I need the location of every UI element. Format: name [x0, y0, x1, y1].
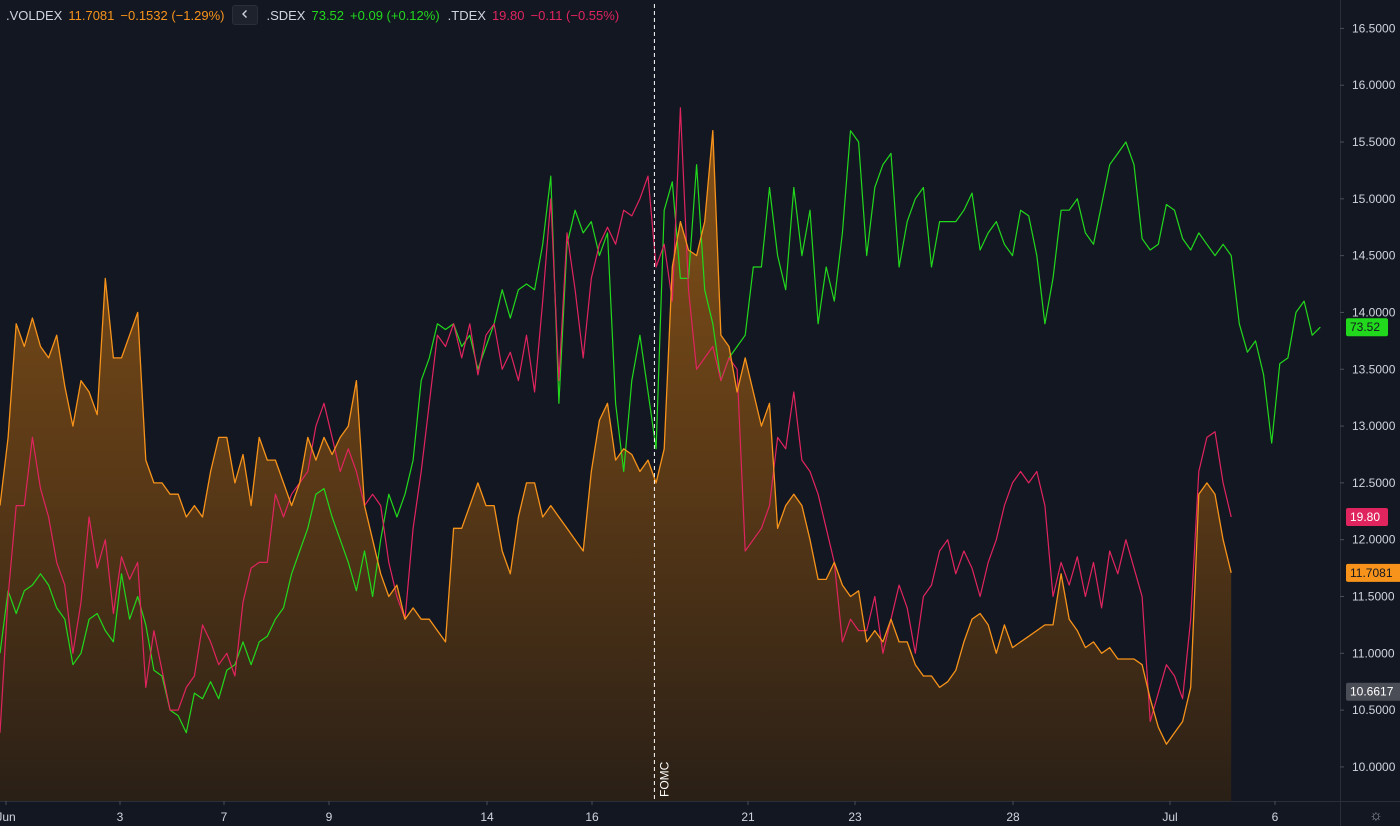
price-tick-label: 11.0000 — [1352, 646, 1395, 660]
series-lines-layer — [0, 107, 1321, 745]
legend-symbol: .VOLDEX — [6, 7, 63, 23]
legend-item-voldex[interactable]: .VOLDEX 11.7081 −0.1532 (−1.29%) — [6, 8, 224, 23]
series-line-voldex — [0, 130, 1232, 745]
scale-settings-button[interactable]: ☼ — [1367, 807, 1385, 825]
legend-value: 19.80 — [491, 7, 525, 23]
time-tick-label: Jun — [0, 810, 16, 824]
series-line-sdex — [0, 130, 1321, 734]
voldex-area-layer — [0, 130, 1232, 801]
fomc-marker-label: FOMC — [657, 761, 671, 797]
time-scale[interactable]: Jun 3 7 9 14 16 21 23 28 Jul 6 — [0, 801, 1279, 824]
price-tick-label: 10.0000 — [1352, 760, 1396, 774]
price-tick-label: 12.0000 — [1352, 533, 1396, 547]
price-tick-label: 10.5000 — [1352, 703, 1396, 717]
legend-change: −0.11 (−0.55%) — [530, 7, 620, 23]
price-tick-label: 15.5000 — [1352, 135, 1396, 149]
legend-item-sdex[interactable]: .SDEX 73.52 +0.09 (+0.12%) — [266, 8, 439, 23]
series-line-tdex — [0, 107, 1232, 733]
legend-change: +0.09 (+0.12%) — [350, 7, 440, 23]
price-tick-label: 15.0000 — [1352, 192, 1396, 206]
time-tick-label: 3 — [117, 810, 124, 824]
time-tick-label: 14 — [480, 810, 494, 824]
legend-symbol: .TDEX — [447, 7, 486, 23]
price-badge-label: 19.80 — [1350, 510, 1380, 524]
price-tick-label: 16.5000 — [1352, 21, 1396, 35]
gear-icon: ☼ — [1369, 807, 1383, 824]
legend-value: 11.7081 — [68, 7, 115, 23]
price-badges: 73.52 19.80 11.7081 10.6617 — [1346, 318, 1400, 701]
legend-item-tdex[interactable]: .TDEX 19.80 −0.11 (−0.55%) — [448, 8, 620, 23]
legend-symbol: .SDEX — [266, 7, 306, 23]
time-tick-label: 28 — [1006, 810, 1020, 824]
legend-value: 73.52 — [311, 7, 345, 23]
price-badge — [1346, 318, 1388, 337]
price-scale[interactable]: 16.5000 16.0000 15.5000 15.0000 14.5000 14.00… — [1340, 21, 1396, 774]
time-tick-label: 6 — [1272, 810, 1279, 824]
chart-legend: .VOLDEX 11.7081 −0.1532 (−1.29%) .SDEX 7… — [6, 5, 619, 25]
price-tick-label: 12.5000 — [1352, 476, 1396, 490]
event-marker-layer: FOMC — [653, 4, 671, 801]
price-tick-label: 13.5000 — [1352, 362, 1396, 376]
legend-collapse-button[interactable] — [232, 5, 259, 25]
price-badge — [1346, 563, 1400, 582]
price-badge — [1346, 682, 1400, 701]
voldex-area-fill — [0, 130, 1232, 801]
price-badge-label: 10.6617 — [1350, 685, 1394, 699]
legend-change: −0.1532 (−1.29%) — [120, 7, 225, 23]
price-tick-label: 16.0000 — [1352, 78, 1396, 92]
time-tick-label: 16 — [585, 810, 599, 824]
price-badge-label: 11.7081 — [1350, 566, 1393, 580]
price-tick-label: 14.5000 — [1352, 249, 1396, 263]
time-tick-label: 21 — [741, 810, 755, 824]
time-tick-label: Jul — [1162, 810, 1177, 824]
price-tick-label: 14.0000 — [1352, 305, 1396, 319]
price-badge — [1346, 507, 1388, 526]
time-tick-label: 23 — [848, 810, 862, 824]
price-tick-label: 13.0000 — [1352, 419, 1396, 433]
time-tick-label: 7 — [221, 810, 228, 824]
price-badge-label: 73.52 — [1350, 320, 1380, 334]
time-tick-label: 9 — [326, 810, 333, 824]
price-tick-label: 11.5000 — [1352, 589, 1395, 603]
chevron-left-icon — [240, 9, 250, 22]
